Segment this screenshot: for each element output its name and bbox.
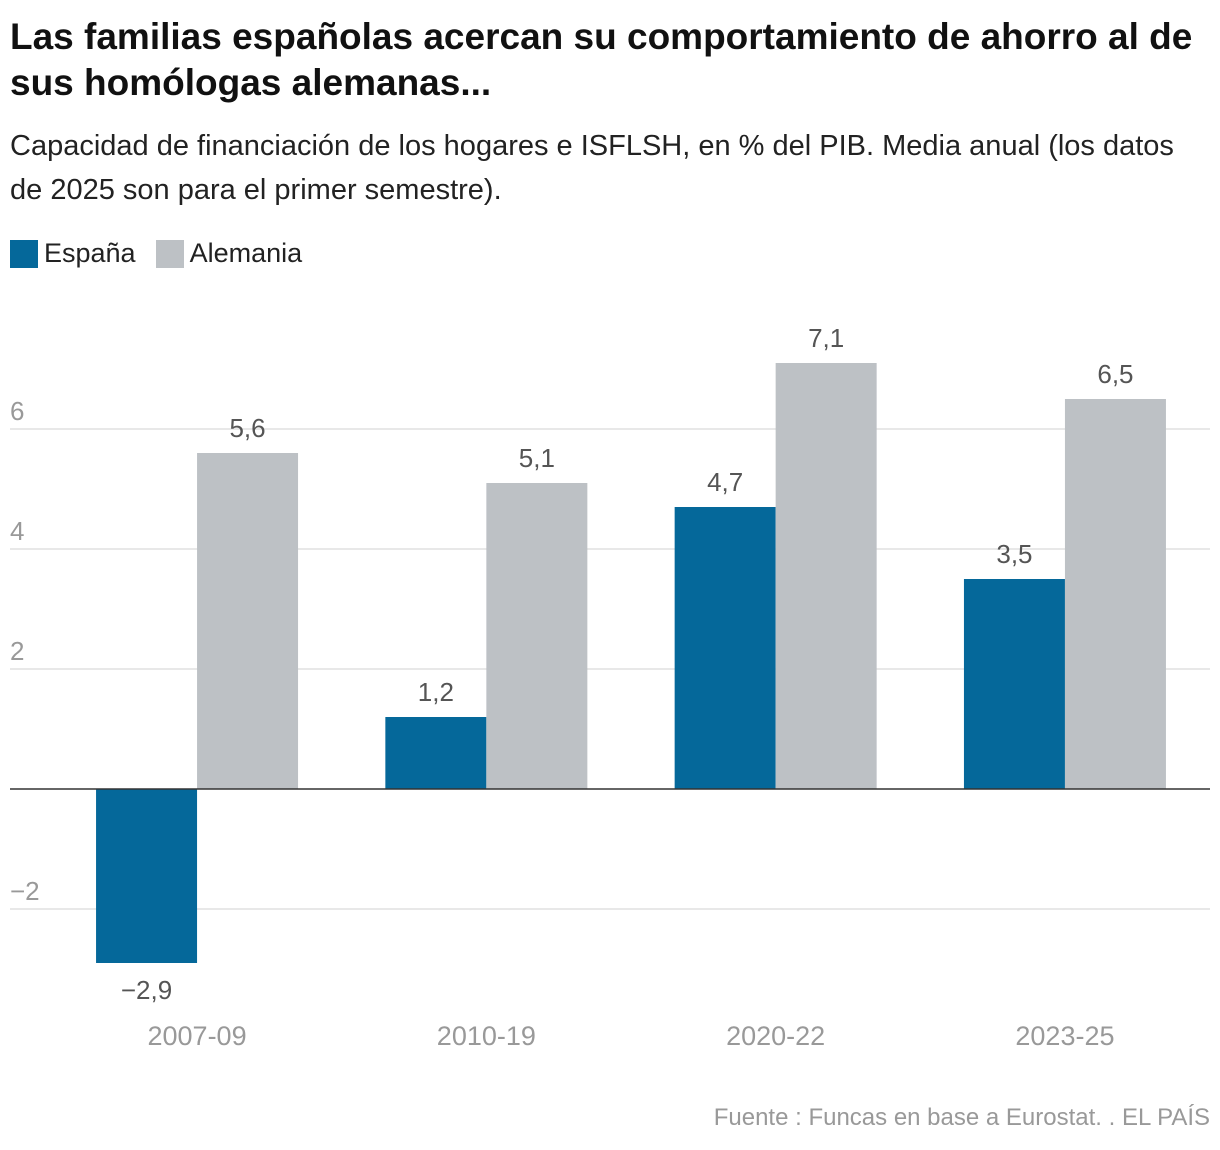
legend-label: Alemania — [189, 238, 303, 268]
x-tick-label: 2010-19 — [437, 1021, 536, 1051]
y-tick-label: −2 — [10, 876, 40, 906]
data-label: 4,7 — [707, 467, 743, 497]
chart-subtitle: Capacidad de financiación de los hogares… — [10, 130, 1174, 206]
bar-espana — [385, 717, 487, 789]
bar-espana — [963, 579, 1065, 789]
y-tick-label: 4 — [10, 516, 24, 546]
bar-espana — [674, 507, 776, 789]
legend-item-espana: España — [10, 238, 136, 269]
legend-label: España — [44, 238, 136, 268]
data-label: 6,5 — [1097, 359, 1133, 389]
source-note: Fuente : Funcas en base a Eurostat. . EL… — [713, 1104, 1210, 1131]
bar-alemania — [197, 453, 299, 789]
data-label: 1,2 — [418, 677, 454, 707]
data-label: 7,1 — [808, 323, 844, 353]
bar-alemania — [1064, 399, 1166, 789]
data-label: 3,5 — [996, 539, 1032, 569]
bar-alemania — [775, 363, 877, 789]
data-label: 5,1 — [519, 443, 555, 473]
data-label: −2,9 — [121, 975, 172, 1005]
x-tick-label: 2020-22 — [726, 1021, 825, 1051]
legend: España Alemania — [10, 238, 302, 269]
bar-espana — [96, 789, 198, 963]
x-tick-label: 2007-09 — [148, 1021, 247, 1051]
y-tick-label: 2 — [10, 636, 24, 666]
chart-title: Las familias españolas acercan su compor… — [10, 16, 1193, 103]
legend-item-alemania: Alemania — [155, 238, 303, 269]
bar-alemania — [486, 483, 588, 789]
x-tick-label: 2023-25 — [1015, 1021, 1114, 1051]
data-label: 5,6 — [229, 413, 265, 443]
legend-swatch — [10, 239, 38, 268]
legend-swatch — [155, 239, 184, 268]
y-tick-label: 6 — [10, 396, 24, 426]
